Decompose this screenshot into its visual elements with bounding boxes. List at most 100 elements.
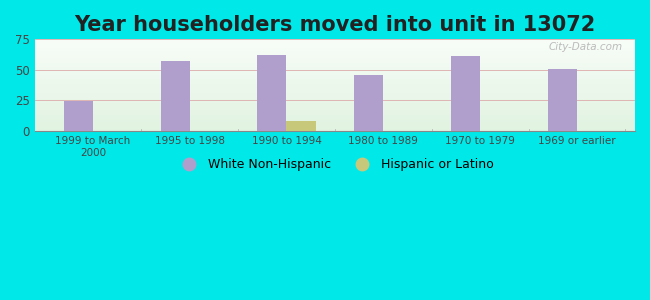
Bar bbox=[34, 84, 635, 85]
Bar bbox=[34, 103, 635, 104]
Bar bbox=[161, 61, 190, 130]
Text: City-Data.com: City-Data.com bbox=[549, 42, 623, 52]
Bar bbox=[34, 71, 635, 72]
Bar bbox=[34, 54, 635, 55]
Bar bbox=[34, 65, 635, 66]
Bar bbox=[64, 101, 93, 130]
Bar bbox=[34, 76, 635, 77]
Bar bbox=[34, 47, 635, 49]
Bar bbox=[34, 98, 635, 99]
Bar bbox=[34, 42, 635, 43]
Bar bbox=[34, 62, 635, 63]
Bar bbox=[34, 73, 635, 74]
Bar bbox=[34, 67, 635, 68]
Bar bbox=[34, 124, 635, 125]
Bar bbox=[34, 81, 635, 82]
Bar bbox=[34, 61, 635, 62]
Bar bbox=[34, 126, 635, 127]
Bar bbox=[34, 78, 635, 79]
Bar bbox=[354, 75, 383, 130]
Bar bbox=[34, 64, 635, 65]
Bar bbox=[34, 75, 635, 76]
Bar bbox=[34, 77, 635, 78]
Bar bbox=[34, 117, 635, 118]
Bar bbox=[287, 121, 315, 130]
Bar bbox=[34, 80, 635, 81]
Bar bbox=[34, 72, 635, 73]
Bar bbox=[34, 129, 635, 130]
Bar bbox=[34, 114, 635, 115]
Bar bbox=[34, 100, 635, 101]
Bar bbox=[34, 45, 635, 46]
Bar bbox=[34, 113, 635, 114]
Bar bbox=[34, 118, 635, 119]
Bar bbox=[34, 106, 635, 107]
Bar bbox=[34, 105, 635, 106]
Bar bbox=[34, 104, 635, 105]
Bar bbox=[34, 55, 635, 56]
Bar bbox=[34, 68, 635, 69]
Bar bbox=[34, 56, 635, 57]
Bar bbox=[34, 115, 635, 116]
Bar bbox=[34, 107, 635, 108]
Bar bbox=[34, 123, 635, 124]
Bar bbox=[34, 60, 635, 61]
Bar bbox=[34, 96, 635, 97]
Bar bbox=[34, 121, 635, 122]
Bar bbox=[34, 85, 635, 86]
Bar bbox=[34, 111, 635, 112]
Bar bbox=[34, 53, 635, 54]
Bar bbox=[34, 110, 635, 111]
Bar bbox=[34, 57, 635, 58]
Bar bbox=[34, 94, 635, 95]
Bar bbox=[34, 116, 635, 117]
Bar bbox=[34, 66, 635, 67]
Bar bbox=[34, 109, 635, 110]
Bar bbox=[34, 108, 635, 109]
Bar bbox=[34, 97, 635, 98]
Bar bbox=[34, 88, 635, 89]
Bar bbox=[34, 101, 635, 102]
Bar bbox=[34, 79, 635, 80]
Bar bbox=[34, 118, 635, 120]
Bar bbox=[34, 100, 635, 101]
Bar bbox=[451, 56, 480, 130]
Bar bbox=[34, 120, 635, 121]
Bar bbox=[34, 48, 635, 50]
Bar bbox=[34, 51, 635, 52]
Bar bbox=[34, 52, 635, 53]
Bar bbox=[34, 82, 635, 83]
Legend: White Non-Hispanic, Hispanic or Latino: White Non-Hispanic, Hispanic or Latino bbox=[172, 153, 499, 176]
Bar bbox=[34, 122, 635, 123]
Bar bbox=[34, 127, 635, 128]
Bar bbox=[34, 43, 635, 44]
Title: Year householders moved into unit in 13072: Year householders moved into unit in 130… bbox=[74, 15, 595, 35]
Bar bbox=[34, 99, 635, 100]
Bar bbox=[34, 90, 635, 91]
Bar bbox=[34, 86, 635, 87]
Bar bbox=[34, 92, 635, 93]
Bar bbox=[34, 39, 635, 40]
Bar bbox=[34, 83, 635, 84]
Bar bbox=[34, 41, 635, 42]
Bar bbox=[34, 44, 635, 45]
Bar bbox=[34, 70, 635, 71]
Bar bbox=[34, 40, 635, 41]
Bar bbox=[34, 50, 635, 51]
Bar bbox=[34, 91, 635, 92]
Bar bbox=[34, 93, 635, 94]
Bar bbox=[257, 55, 287, 130]
Bar bbox=[34, 63, 635, 64]
Bar bbox=[34, 58, 635, 59]
Bar bbox=[34, 46, 635, 47]
Bar bbox=[548, 68, 577, 130]
Bar bbox=[34, 125, 635, 126]
Bar bbox=[34, 87, 635, 88]
Bar bbox=[34, 74, 635, 75]
Bar bbox=[34, 59, 635, 60]
Bar bbox=[34, 128, 635, 129]
Bar bbox=[34, 102, 635, 103]
Bar bbox=[34, 89, 635, 90]
Bar bbox=[34, 95, 635, 96]
Bar bbox=[34, 112, 635, 113]
